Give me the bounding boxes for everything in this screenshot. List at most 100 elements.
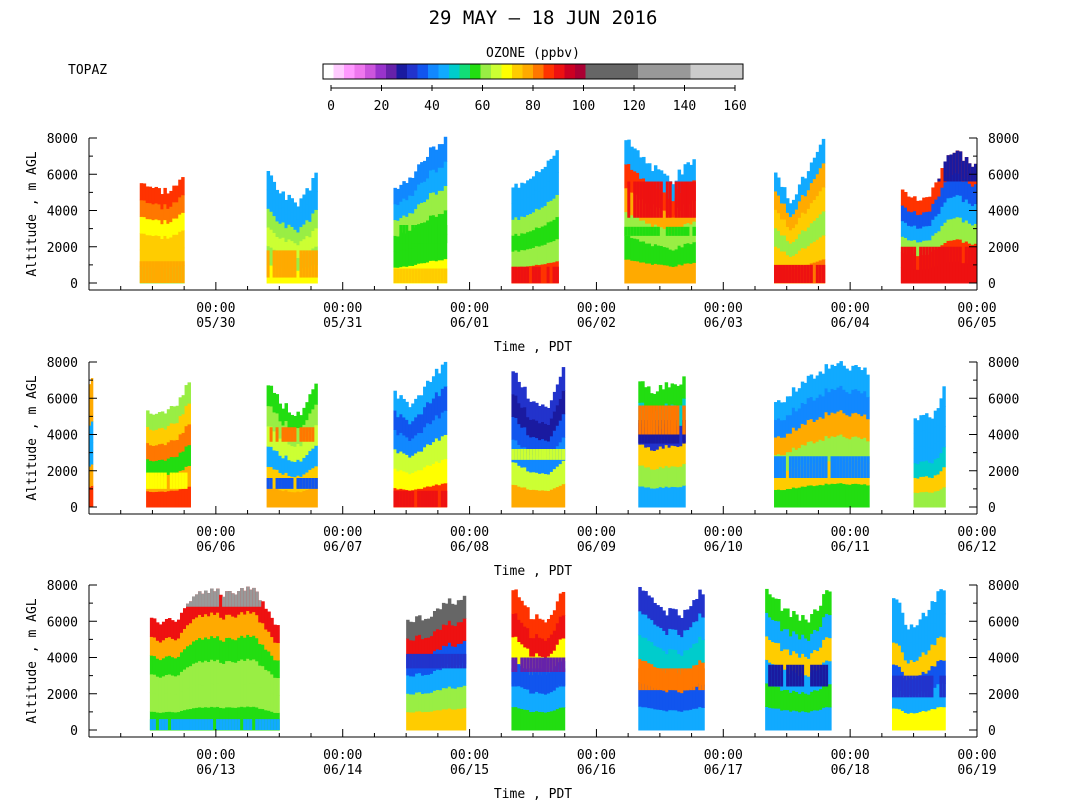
ozone-cell <box>940 225 945 246</box>
ozone-cell <box>526 470 530 490</box>
ozone-band-cell <box>836 456 840 478</box>
ozone-cell <box>782 489 787 508</box>
ozone-cell <box>686 609 690 631</box>
ozone-cell <box>272 181 277 200</box>
ozone-cell <box>216 706 220 731</box>
ozone-cell <box>857 413 861 438</box>
ozone-cell <box>650 245 655 265</box>
ozone-cell <box>791 387 796 408</box>
ozone-cell <box>412 640 416 659</box>
ozone-cell <box>933 623 937 646</box>
ozone-cell <box>531 194 536 213</box>
ozone-band-cell <box>927 675 931 698</box>
ozone-band-cell <box>818 264 823 283</box>
ozone-cell <box>302 238 306 255</box>
ozone-cell <box>630 260 634 284</box>
ozone-cell <box>677 615 681 635</box>
ozone-cell <box>267 690 271 711</box>
ozone-cell <box>549 241 554 263</box>
ozone-cell <box>434 368 439 393</box>
ozone-cell <box>261 622 265 645</box>
ozone-cell <box>178 433 183 453</box>
ozone-cell <box>520 622 524 645</box>
ozone-cell <box>534 208 539 228</box>
ozone-cell <box>414 189 418 210</box>
ozone-cell <box>915 695 920 714</box>
ozone-band-cell <box>645 226 649 236</box>
ozone-cell <box>517 219 521 236</box>
ozone-cell <box>661 448 666 469</box>
ozone-cell <box>785 240 790 256</box>
ozone-cell <box>916 449 920 465</box>
ozone-cell <box>267 651 271 672</box>
ozone-band-cell <box>417 490 421 507</box>
ozone-cell <box>922 491 926 508</box>
ozone-cell <box>158 677 163 696</box>
ozone-cell <box>514 706 518 731</box>
ozone-band-cell <box>644 405 648 435</box>
ozone-cell <box>166 208 170 224</box>
ozone-cell <box>549 471 554 490</box>
ozone-cell <box>151 203 156 221</box>
ozone-band-cell <box>258 719 262 730</box>
colorbar-segment <box>354 64 366 79</box>
ozone-cell <box>668 709 672 731</box>
ozone-cell <box>924 635 929 655</box>
ozone-cell <box>296 443 300 460</box>
ozone-cell <box>638 706 642 731</box>
ozone-cell <box>644 637 648 662</box>
ozone-band-cell <box>406 653 410 669</box>
ozone-cell <box>552 198 556 220</box>
ozone-cell <box>517 486 521 508</box>
ozone-cell <box>806 245 811 265</box>
ozone-cell <box>943 201 948 223</box>
ozone-band-cell <box>157 261 161 283</box>
ozone-cell <box>692 621 696 644</box>
ozone-cell <box>517 402 521 425</box>
ozone-cell <box>836 387 840 412</box>
ozone-cell <box>695 620 699 644</box>
ozone-cell <box>942 406 946 428</box>
ozone-cell <box>296 270 300 284</box>
ozone-cell <box>89 466 92 488</box>
ozone-cell <box>701 707 705 731</box>
ozone-band-cell <box>273 719 277 730</box>
ozone-cell <box>650 488 654 508</box>
colorbar-tick-label: 160 <box>723 99 746 114</box>
ozone-cell <box>630 192 634 216</box>
ozone-cell <box>933 442 938 460</box>
ozone-cell <box>447 642 452 665</box>
ozone-band-cell <box>314 478 318 489</box>
ozone-cell <box>964 220 969 242</box>
ozone-band-cell <box>275 478 280 489</box>
ozone-band-cell <box>228 719 232 730</box>
ozone-cell <box>644 706 648 731</box>
ozone-cell <box>916 228 920 243</box>
ozone-band-cell <box>299 478 303 489</box>
ozone-band-cell <box>803 456 808 478</box>
ozone-cell <box>184 486 189 508</box>
ozone-cell <box>222 663 226 687</box>
x-axis-title: Time , PDT <box>494 787 572 800</box>
ozone-cell <box>207 615 211 640</box>
ozone-cell <box>302 490 306 508</box>
y-tick-label-right: 6000 <box>988 615 1019 630</box>
ozone-band-cell <box>428 268 433 283</box>
ozone-band-cell <box>821 456 826 478</box>
ozone-cell <box>552 219 556 242</box>
ozone-cell <box>308 221 312 238</box>
ozone-cell <box>420 451 424 471</box>
ozone-cell <box>807 694 811 713</box>
ozone-band-cell <box>638 405 642 435</box>
ozone-cell <box>175 456 180 474</box>
ozone-band-cell <box>797 264 802 283</box>
ozone-band-cell <box>816 664 820 687</box>
ozone-cell <box>549 179 554 201</box>
y-tick-label-left: 4000 <box>47 205 78 220</box>
ozone-cell <box>172 423 177 441</box>
ozone-band-cell <box>186 603 190 607</box>
ozone-cell <box>534 189 539 209</box>
ozone-cell <box>243 660 247 685</box>
ozone-cell <box>674 689 678 711</box>
